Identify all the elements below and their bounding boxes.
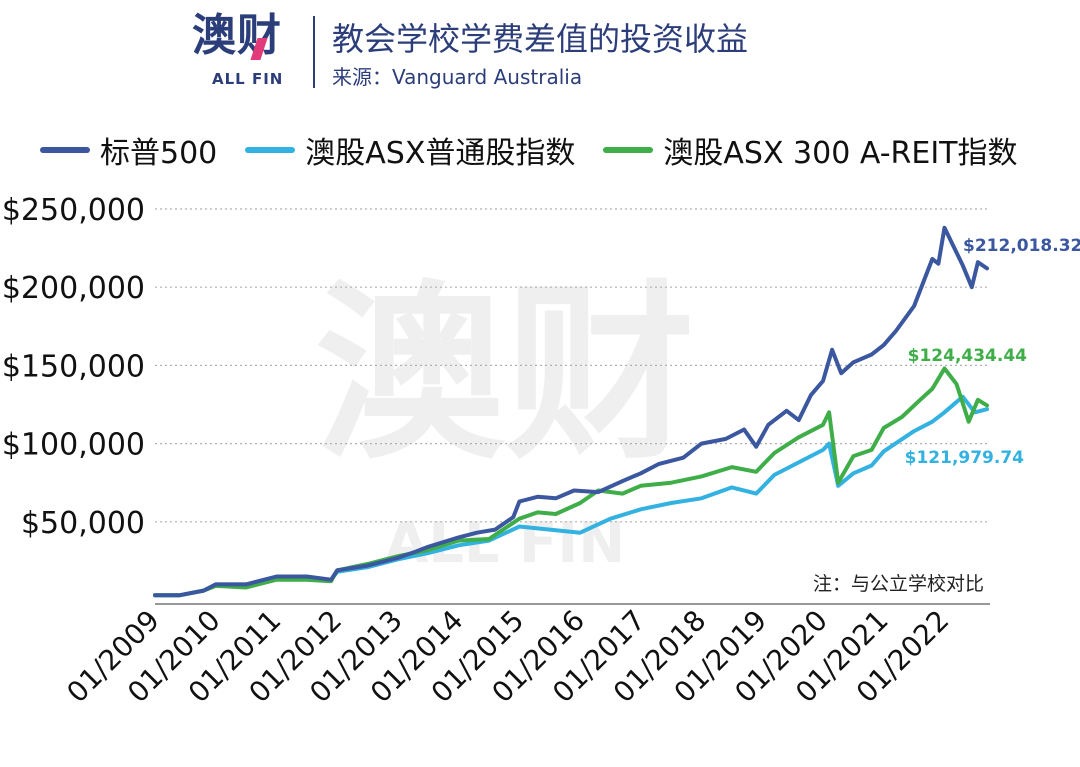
end-label-0: $212,018.32 (963, 236, 1080, 256)
logo-subtext: ALL FIN (212, 70, 284, 88)
legend-swatch-areit (603, 147, 654, 153)
watermark-logo: 澳财 (315, 264, 695, 485)
series-line-0 (153, 225, 989, 598)
y-axis: $50,000 $100,000 $150,000 $200,000 $250,000 (2, 193, 145, 541)
logo-text: 澳财 (192, 10, 282, 61)
chart-source: 来源：Vanguard Australia (332, 65, 583, 89)
legend-label-sp500: 标普500 (100, 136, 218, 171)
y-tick-label: $250,000 (2, 193, 145, 228)
y-tick-label: $100,000 (2, 428, 145, 463)
legend-item-areit: 澳股ASX 300 A-REIT指数 (603, 128, 1018, 172)
end-label-2: $124,434.44 (908, 346, 1028, 366)
y-tick-label: $150,000 (2, 349, 145, 384)
x-axis: 01/200901/201001/201101/201201/201301/20… (60, 604, 955, 710)
chart-title: 教会学校学费差值的投资收益 (332, 20, 749, 58)
legend-label-asx: 澳股ASX普通股指数 (305, 136, 576, 171)
legend-swatch-sp500 (40, 147, 90, 153)
y-tick-label: $50,000 (21, 506, 145, 541)
end-label-1: $121,979.74 (905, 448, 1025, 468)
legend-label-areit: 澳股ASX 300 A-REIT指数 (663, 136, 1018, 171)
legend-item-sp500: 标普500 (40, 128, 217, 172)
chart-legend: 标普500 澳股ASX普通股指数 澳股ASX 300 A-REIT指数 (40, 128, 1046, 172)
y-tick-label: $200,000 (2, 271, 145, 306)
end-labels: $212,018.32 $121,979.74 $124,434.44 注：与公立学校… (813, 236, 1080, 595)
allfin-logo: 澳财 ALL FIN (192, 10, 304, 94)
chart-note: 注：与公立学校对比 (813, 573, 984, 595)
legend-swatch-asx (245, 147, 296, 153)
series-line-2 (153, 366, 989, 598)
chart-series (153, 225, 989, 598)
header-divider (313, 16, 315, 88)
legend-item-asx: 澳股ASX普通股指数 (245, 128, 575, 172)
